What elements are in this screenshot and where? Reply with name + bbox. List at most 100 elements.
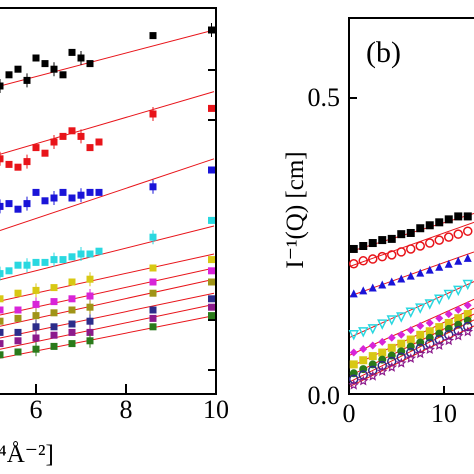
panel-a-series-3-point-9 — [41, 258, 49, 266]
panel-b-series-8-point-12 — [462, 326, 474, 337]
panel-b-series-8-point-11 — [452, 330, 464, 341]
panel-a-series-2-point-8 — [32, 188, 40, 196]
panel-a-series-6-point-5 — [50, 309, 58, 317]
panel-b-series-4-point-10 — [444, 310, 453, 319]
panel-b-series-1-point-6 — [406, 244, 416, 254]
panel-a-series-3-fit-line — [0, 225, 215, 281]
panel-a-series-2-point-16 — [149, 183, 157, 191]
panel-b-y-tick-0.5: 0.5 — [308, 83, 341, 112]
panel-a-series-4-fit-line — [0, 253, 215, 302]
panel-a-series-9-point-4 — [32, 345, 40, 353]
panel-a-series-4-point-7 — [86, 275, 94, 283]
panel-a-x-tick-8: 8 — [120, 395, 133, 424]
panel-b-series-4-point-12 — [463, 301, 472, 310]
panel-a-series-1-point-6 — [14, 163, 22, 171]
panel-a-series-1-point-13 — [77, 132, 85, 140]
panel-b-series-4-point-6 — [406, 326, 415, 335]
panel-a-series-1-point-7 — [23, 158, 31, 166]
panel-b-series-0-point-2 — [368, 239, 377, 248]
panel-b-series-5-point-10 — [444, 318, 453, 327]
panel-a-series-5-point-4 — [32, 300, 40, 308]
panel-a-series-7-point-2 — [0, 328, 4, 336]
panel-a-series-7-point-4 — [32, 323, 40, 331]
panel-a-series-9-point-5 — [50, 342, 58, 350]
panel-a-series-2-point-4 — [0, 202, 4, 210]
panel-a-series-5-point-7 — [86, 292, 94, 300]
panel-b-series-3-point-9 — [434, 294, 445, 305]
panel-a-frame — [0, 7, 217, 395]
panel-a-series-2-point-6 — [14, 205, 22, 213]
panel-b-series-5-point-5 — [397, 339, 406, 348]
panel-a-series-4-point-5 — [50, 284, 58, 292]
panel-b-series-0-point-9 — [435, 218, 444, 227]
panel-a-series-4-point-6 — [68, 278, 76, 286]
panel-b-series-3-point-0 — [348, 330, 359, 341]
panel-b-series-7-fit-line — [349, 319, 474, 383]
panel-a-series-0-point-9 — [41, 60, 49, 68]
panel-a-series-1-fit-line — [0, 91, 215, 155]
panel-a-series-4-point-2 — [0, 295, 4, 303]
panel-a-series-1-point-15 — [95, 138, 103, 146]
panel-b-series-5-point-9 — [435, 323, 444, 332]
panel-b-series-1-point-11 — [453, 229, 463, 239]
panel-a-series-0-fit-line — [0, 29, 215, 87]
panel-a-series-2-point-10 — [50, 194, 58, 202]
panel-a-series-5-fit-line — [0, 267, 215, 316]
panel-a-series-3-point-13 — [77, 250, 85, 258]
panel-b-series-0-point-4 — [387, 234, 396, 243]
panel-a-series-1-point-9 — [41, 149, 49, 157]
panel-b-series-8-point-0 — [348, 379, 360, 390]
panel-a-series-9-point-7 — [86, 337, 94, 345]
panel-a-x-tick-6: 6 — [30, 395, 43, 424]
panel-b-series-7-point-0 — [349, 374, 359, 384]
panel-a-series-6-point-8 — [149, 289, 157, 297]
panel-b-series-2-point-12 — [463, 253, 472, 262]
panel-a-series-6-point-9 — [208, 278, 215, 286]
panel-b-series-4-point-1 — [359, 345, 368, 354]
panel-a-series-7-point-5 — [50, 323, 58, 331]
panel-b-series-3-point-3 — [377, 319, 388, 330]
panel-b-series-1-point-1 — [358, 256, 368, 266]
panel-a-series-0-point-11 — [59, 71, 67, 79]
panel-b-y-tick-0.0: 0.0 — [308, 381, 341, 410]
panel-b-series-1-point-3 — [377, 251, 387, 262]
panel-b-series-3-point-7 — [415, 303, 426, 314]
panel-b-series-8-point-6 — [405, 352, 417, 363]
panel-a-series-4-point-8 — [149, 264, 157, 272]
panel-b-series-8-point-10 — [443, 335, 455, 346]
panel-b-series-5-point-1 — [359, 356, 368, 365]
panel-a-series-8-point-3 — [14, 337, 22, 345]
panel-b-series-8-point-8 — [424, 344, 436, 355]
panel-a-series-6-point-2 — [0, 317, 4, 325]
panel-a-series-8-point-8 — [149, 314, 157, 322]
panel-a-series-2-point-17 — [208, 166, 215, 174]
panel-b-series-3-point-6 — [405, 307, 416, 318]
panel-b-series-3-point-12 — [462, 279, 473, 291]
panel-a-series-2-point-13 — [77, 191, 85, 199]
panel-a-series-6-point-7 — [86, 303, 94, 311]
panel-b-series-3-point-4 — [386, 315, 397, 326]
panel-b-series-8-point-5 — [395, 357, 407, 368]
panel-a-series-1-point-16 — [149, 110, 157, 118]
panel-b-series-3-point-8 — [424, 299, 435, 310]
panel-a-series-2-point-9 — [41, 197, 49, 205]
panel-a-series-1-point-12 — [68, 127, 76, 135]
panel-a-series-8-point-4 — [32, 334, 40, 342]
panel-a-series-2-point-5 — [5, 200, 13, 208]
panel-b-series-8-point-3 — [376, 365, 388, 376]
panel-b-series-2-point-9 — [435, 262, 444, 271]
panel-b-series-8-point-7 — [414, 348, 426, 359]
panel-a-series-2-point-7 — [23, 200, 31, 208]
panel-b-series-1-point-8 — [425, 238, 435, 248]
panel-a-series-7-fit-line — [0, 292, 215, 339]
panel-a-series-1-point-10 — [50, 138, 58, 146]
panel-b-series-2-point-5 — [397, 274, 406, 283]
panel-b-series-1-point-0 — [349, 259, 359, 269]
panel-a-series-0-point-8 — [32, 54, 40, 62]
panel-a-series-0-point-7 — [23, 76, 31, 84]
panel-b-series-1-point-10 — [444, 232, 454, 242]
panel-b-series-8-point-2 — [367, 370, 379, 381]
panel-b-series-7-point-1 — [358, 370, 368, 380]
panel-a-series-7-point-6 — [68, 320, 76, 328]
panel-a-series-3-point-15 — [95, 247, 103, 255]
